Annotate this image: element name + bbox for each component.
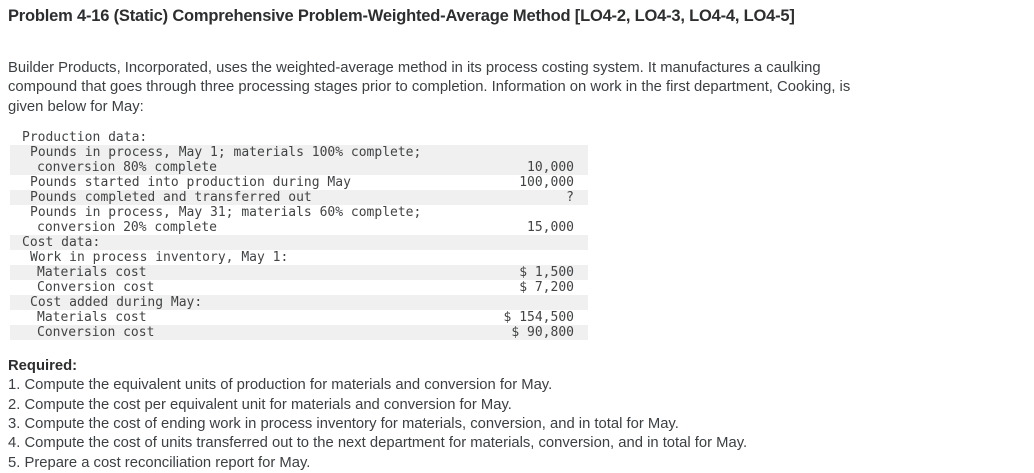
- row-label: Pounds in process, May 31; materials 60%…: [30, 204, 422, 220]
- required-item: 3. Compute the cost of ending work in pr…: [8, 415, 679, 432]
- row-value: $ 1,500: [519, 264, 574, 280]
- table-row: Cost data:: [10, 234, 588, 250]
- table-row: Conversion cost $ 7,200: [10, 280, 588, 295]
- row-label: Conversion cost: [37, 279, 155, 295]
- row-value: $ 154,500: [503, 309, 574, 325]
- required-item: 1. Compute the equivalent units of produ…: [8, 377, 553, 394]
- problem-title: Problem 4-16 (Static) Comprehensive Prob…: [8, 7, 795, 25]
- row-label: conversion 20% complete: [37, 219, 218, 235]
- row-label: Cost data:: [22, 234, 101, 250]
- intro-paragraph: Builder Products, Incorporated, uses the…: [8, 59, 1026, 117]
- row-label: conversion 80% complete: [37, 159, 218, 175]
- row-label: Production data:: [22, 129, 148, 145]
- row-value: [430, 130, 588, 145]
- row-value: [430, 205, 588, 220]
- required-item: 2. Compute the cost per equivalent unit …: [8, 396, 512, 413]
- row-value: ?: [566, 189, 574, 205]
- table-row: Work in process inventory, May 1:: [10, 250, 588, 265]
- row-label: Materials cost: [37, 264, 147, 280]
- row-value: 100,000: [519, 174, 574, 190]
- table-row: conversion 20% complete 15,000: [10, 220, 588, 235]
- row-value: [430, 250, 588, 265]
- row-label: Conversion cost: [37, 324, 155, 340]
- row-value: $ 7,200: [519, 279, 574, 295]
- table-row: conversion 80% complete 10,000: [10, 159, 588, 175]
- table-row: Pounds in process, May 31; materials 60%…: [10, 205, 588, 220]
- intro-line: given below for May:: [8, 98, 144, 115]
- row-label: Work in process inventory, May 1:: [30, 249, 289, 265]
- table-row: Production data:: [10, 130, 588, 145]
- required-item: 5. Prepare a cost reconciliation report …: [8, 454, 311, 471]
- row-label: Pounds started into production during Ma…: [30, 174, 351, 190]
- required-list: 1. Compute the equivalent units of produ…: [8, 376, 1026, 472]
- required-item: 4. Compute the cost of units transferred…: [8, 435, 748, 452]
- row-label: Cost added during May:: [30, 294, 203, 310]
- table-row: Pounds completed and transferred out?: [10, 189, 588, 205]
- table-row: Cost added during May:: [10, 294, 588, 310]
- row-value: 15,000: [527, 219, 574, 235]
- table-row: Pounds in process, May 1; materials 100%…: [10, 144, 588, 160]
- row-label: Pounds completed and transferred out: [30, 189, 312, 205]
- table-row: Pounds started into production during Ma…: [10, 175, 588, 190]
- row-value: [430, 145, 588, 160]
- intro-line: Builder Products, Incorporated, uses the…: [8, 60, 821, 76]
- production-cost-table: Production data: Pounds in process, May 1…: [10, 130, 588, 340]
- row-value: [430, 295, 588, 310]
- row-value: [430, 235, 588, 250]
- row-value: 10,000: [527, 159, 574, 175]
- row-value: $ 90,800: [511, 324, 574, 340]
- intro-line: compound that goes through three process…: [8, 79, 851, 96]
- row-label: Materials cost: [37, 309, 147, 325]
- required-heading: Required:: [8, 357, 78, 374]
- row-label: Pounds in process, May 1; materials 100%…: [30, 144, 422, 160]
- table-row: Materials cost $ 1,500: [10, 264, 588, 280]
- required-section: Required: 1. Compute the equivalent unit…: [8, 357, 1026, 473]
- table-row: Materials cost $ 154,500: [10, 310, 588, 325]
- table-row: Conversion cost $ 90,800: [10, 324, 588, 340]
